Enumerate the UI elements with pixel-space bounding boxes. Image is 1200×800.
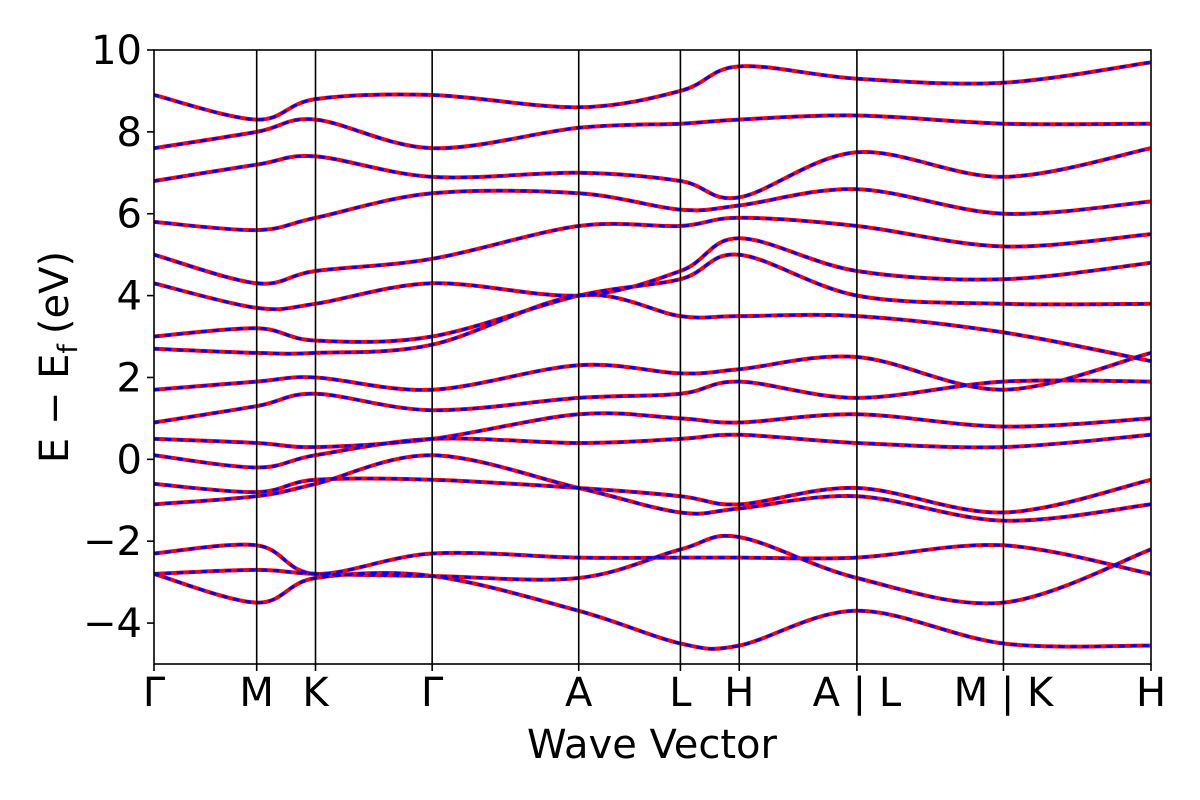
x-tick-label: Γ [421, 670, 444, 716]
band-line-dashed-17 [154, 571, 1151, 651]
x-axis-title: Wave Vector [527, 722, 778, 768]
band-line-dashed-29 [154, 216, 1151, 286]
y-tick-label: 0 [117, 437, 142, 483]
band-line-dashed-28 [154, 236, 1151, 311]
x-tick-label: A | L [813, 670, 902, 716]
x-tick-label: Γ [143, 670, 166, 716]
band-line-solid-16 [154, 60, 1151, 122]
y-tick-label: 10 [91, 28, 142, 74]
x-tick-label: A [565, 670, 593, 716]
x-tick-label: M | K [954, 670, 1055, 716]
y-tick-label: 6 [117, 192, 142, 238]
band-line-dashed-18 [154, 534, 1151, 605]
y-axis: −4 −2 0 2 4 6 8 10 [83, 28, 154, 647]
band-line-dashed-31 [154, 146, 1151, 200]
x-tick-label: L [669, 670, 692, 716]
band-lines [154, 60, 1151, 651]
band-line-solid-9 [154, 292, 1151, 364]
y-tick-label: 8 [117, 110, 142, 156]
band-line-dashed-27 [154, 253, 1151, 344]
band-line-solid-15 [154, 113, 1151, 151]
band-line-solid-8 [154, 350, 1151, 392]
band-line-dashed-25 [154, 351, 1151, 392]
x-tick-label: M [239, 670, 274, 716]
y-tick-label: −4 [83, 601, 142, 647]
y-axis-title-subscript: f [53, 343, 84, 354]
band-line-solid-10 [154, 252, 1151, 344]
band-line-dashed-30 [154, 187, 1151, 232]
x-tick-label: K [302, 670, 330, 716]
band-line-solid-4 [154, 476, 1151, 515]
x-tick-label: H [1136, 670, 1166, 716]
band-line-dashed-20 [154, 453, 1151, 523]
band-line-dashed-23 [154, 411, 1151, 449]
y-tick-label: −2 [83, 519, 142, 565]
plot-frame [153, 49, 1152, 665]
band-line-solid-2 [154, 542, 1151, 576]
y-axis-title: E − Ef (eV) [32, 251, 84, 463]
band-line-dashed-19 [154, 543, 1151, 576]
band-line-dashed-33 [154, 60, 1151, 122]
y-axis-title-unit: (eV) [32, 251, 78, 334]
y-axis-title-main: E − E [32, 354, 78, 464]
band-line-solid-0 [154, 571, 1151, 651]
band-line-solid-5 [154, 432, 1151, 470]
y-tick-label: 2 [117, 355, 142, 401]
high-symmetry-lines [255, 50, 1005, 664]
x-tick-label: H [724, 670, 754, 716]
y-tick-label: 4 [117, 274, 142, 320]
band-line-dashed-24 [154, 378, 1151, 424]
band-line-solid-14 [154, 146, 1151, 201]
